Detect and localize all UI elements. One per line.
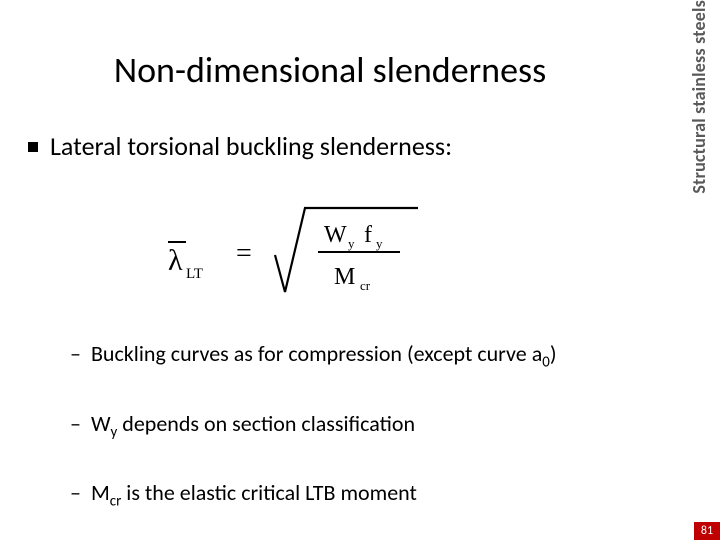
sub-bullet-text: Wy depends on section classification	[91, 410, 415, 438]
slide: Structural stainless steels Non-dimensio…	[0, 0, 720, 540]
num-f: f	[364, 222, 372, 248]
bullet-square-icon	[28, 142, 38, 152]
sub-bullet-list: – Buckling curves as for compression (ex…	[70, 340, 660, 540]
text-sub: 0	[542, 353, 550, 371]
lhs-symbol: λ	[168, 244, 183, 277]
main-bullet: Lateral torsional buckling slenderness:	[28, 130, 670, 162]
num-w-sub: y	[348, 236, 355, 251]
text-pre: M	[91, 479, 110, 506]
sub-bullet-text: Buckling curves as for compression (exce…	[91, 340, 557, 368]
page-title: Non-dimensional slenderness	[0, 48, 660, 92]
formula: λ LT = W y f y M cr	[150, 200, 450, 300]
side-label-container: Structural stainless steels	[684, 0, 714, 540]
page-number: 81	[694, 522, 720, 540]
dash-icon: –	[70, 479, 81, 506]
num-f-sub: y	[376, 236, 383, 251]
lhs-sub: LT	[186, 266, 203, 282]
text-sub: cr	[110, 492, 122, 510]
list-item: – Mcr is the elastic critical LTB moment	[70, 479, 660, 507]
main-bullet-text: Lateral torsional buckling slenderness:	[50, 130, 452, 162]
den-m-sub: cr	[360, 278, 371, 293]
text-pre: W	[91, 410, 111, 437]
text-post: is the elastic critical LTB moment	[121, 479, 417, 506]
sub-bullet-text: Mcr is the elastic critical LTB moment	[91, 479, 417, 507]
dash-icon: –	[70, 410, 81, 437]
num-w: W	[324, 222, 347, 248]
side-label: Structural stainless steels	[688, 0, 710, 200]
list-item: – Buckling curves as for compression (ex…	[70, 340, 660, 368]
equals: =	[236, 238, 252, 269]
den-m: M	[334, 264, 355, 290]
text-post: )	[550, 340, 557, 367]
dash-icon: –	[70, 340, 81, 367]
list-item: – Wy depends on section classification	[70, 410, 660, 438]
text-post: depends on section classification	[117, 410, 415, 437]
text-pre: Buckling curves as for compression (exce…	[91, 340, 542, 367]
